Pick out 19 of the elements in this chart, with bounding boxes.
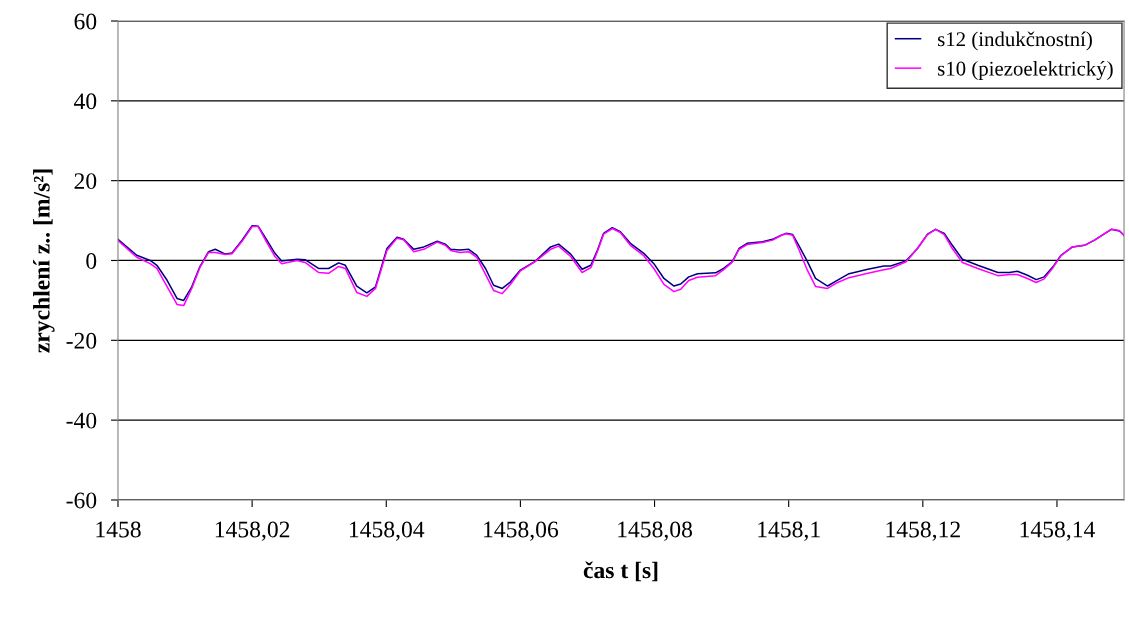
- y-tick-label: 0: [86, 252, 97, 269]
- x-tick-label: 1458,04: [349, 521, 425, 541]
- x-tick-label: 1458,02: [215, 521, 290, 541]
- y-axis-title: zrychlení z.. [m/s²]: [33, 169, 55, 353]
- y-tick-label: -40: [66, 412, 97, 429]
- y-tick-label: 40: [74, 93, 97, 110]
- x-tick-label: 1458,12: [886, 521, 960, 541]
- y-tick-label: -20: [66, 332, 97, 349]
- y-tick-label: 20: [74, 173, 97, 190]
- x-tick-label: 1458,14: [1020, 521, 1095, 541]
- legend-label: s12 (indukčnostní): [938, 31, 1092, 51]
- y-tick-label: -60: [66, 492, 97, 509]
- x-tick-label: 1458,08: [618, 521, 693, 541]
- x-axis-title: čas t [s]: [583, 561, 658, 582]
- y-tick-label: 60: [74, 13, 97, 30]
- x-tick-label: 1458,06: [484, 521, 559, 541]
- x-tick-label: 1458: [96, 521, 141, 538]
- x-tick-label: 1458,1: [758, 521, 820, 541]
- legend-label: s10 (piezoelektrický): [938, 60, 1113, 80]
